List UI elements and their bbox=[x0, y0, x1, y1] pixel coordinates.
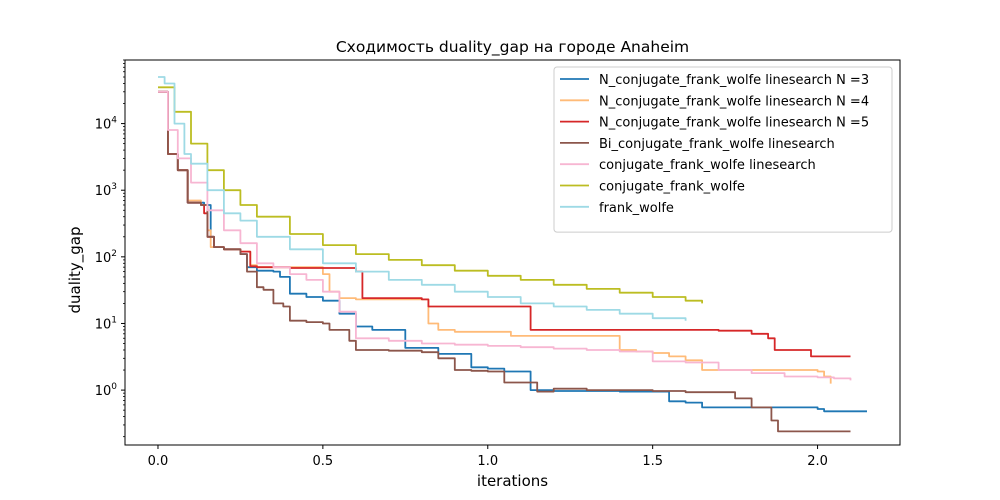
x-tick-label: 1.5 bbox=[642, 454, 663, 469]
legend-label: conjugate_frank_wolfe linesearch bbox=[599, 158, 816, 173]
legend-label: Bi_conjugate_frank_wolfe linesearch bbox=[599, 137, 835, 152]
chart-title: Сходимость duality_gap на городе Anaheim bbox=[336, 38, 689, 57]
x-tick-label: 2.0 bbox=[807, 454, 828, 469]
legend-label: N_conjugate_frank_wolfe linesearch N =3 bbox=[599, 73, 869, 88]
legend-label: N_conjugate_frank_wolfe linesearch N =5 bbox=[599, 116, 869, 131]
series-line-6 bbox=[158, 86, 703, 304]
x-tick-label: 0.5 bbox=[313, 454, 334, 469]
legend-box bbox=[553, 66, 893, 233]
x-axis-label: iterations bbox=[477, 472, 548, 490]
series-line-5 bbox=[158, 90, 852, 381]
series-line-4 bbox=[158, 90, 851, 433]
x-tick-label: 1.0 bbox=[477, 454, 498, 469]
x-tick-label: 0.0 bbox=[148, 454, 169, 469]
series-line-7 bbox=[158, 76, 687, 321]
legend-label: frank_wolfe bbox=[599, 201, 674, 216]
legend: N_conjugate_frank_wolfe linesearch N =3 N… bbox=[553, 66, 893, 233]
y-axis-label: duality_gap bbox=[66, 226, 85, 313]
legend-label: conjugate_frank_wolfe bbox=[599, 180, 745, 195]
plot-lines bbox=[158, 76, 867, 433]
legend-label: N_conjugate_frank_wolfe linesearch N =4 bbox=[599, 94, 869, 109]
axes-frame bbox=[124, 59, 901, 446]
